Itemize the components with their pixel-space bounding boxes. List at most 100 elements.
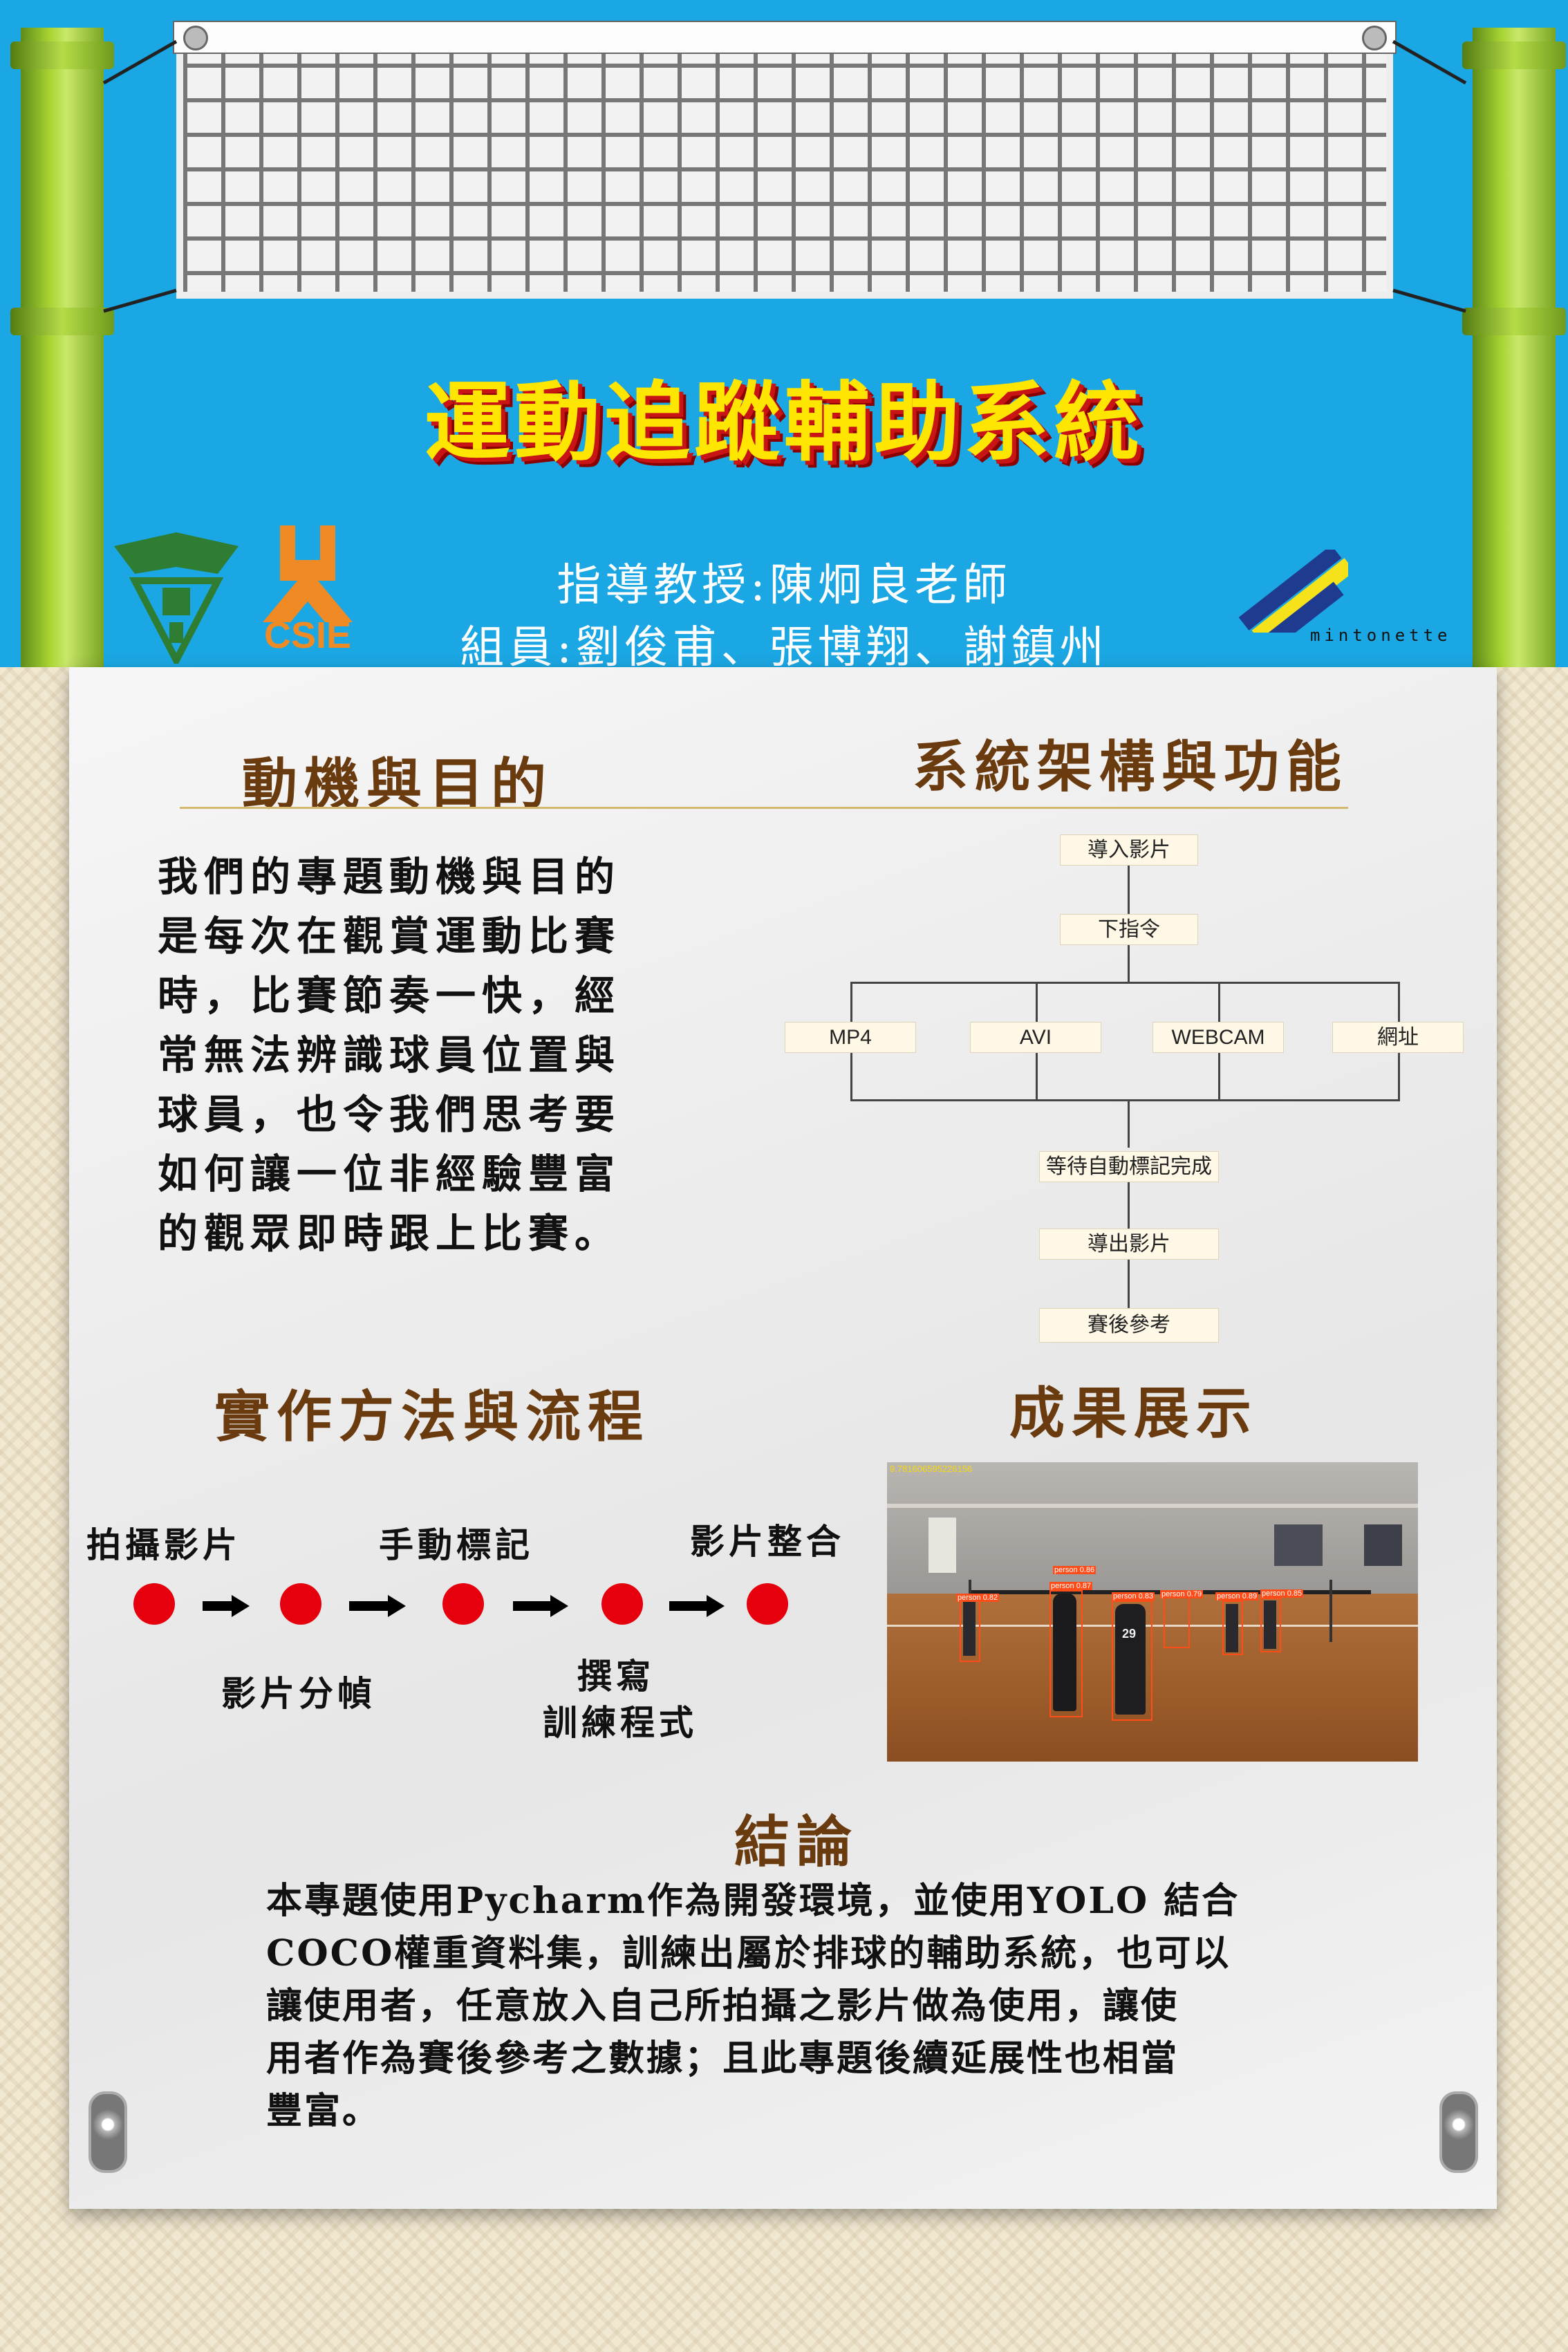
process-step-label: 影片整合 [690,1521,845,1562]
process-arrow [349,1601,389,1611]
flow-box-import: 導入影片 [1060,834,1198,866]
conclusion-line: 用者作為賽後參考之數據；且此專題後續延展性也相當 [266,2037,1179,2080]
flow-connector [1218,1051,1220,1099]
results-heading: 成果展示 [1009,1381,1258,1446]
flow-connector [1128,864,1130,916]
university-emblem-icon [114,532,239,664]
conclusion-body: 本專題使用Pycharm作為開發環境，並使用YOLO 結合 COCO權重資料集，… [266,1875,1331,2138]
advisor-line: 指導教授:陳炯良老師 [557,560,1011,611]
process-step-dot [280,1583,321,1625]
process-step-dot [442,1583,484,1625]
flow-connector [1128,1099,1130,1148]
flow-box-reference: 賽後參考 [1039,1308,1219,1343]
members-line: 組員:劉俊甫、張博翔、謝鎮州 [460,622,1108,673]
detection-result-image: 9.781606595226156 29 person 0.87 person … [887,1462,1418,1762]
detection-label: person 0.83 [1112,1592,1155,1600]
csie-logo-text: CSIE [263,615,352,656]
flow-connector [1218,982,1220,1023]
detection-label: person 0.89 [1215,1592,1259,1600]
motive-line: 常無法辨識球員位置與 [158,1032,622,1079]
pushpin-icon [88,2091,127,2173]
flow-box-export: 導出影片 [1039,1229,1219,1260]
process-step-label: 撰寫 [577,1656,655,1697]
detection-box [1164,1597,1190,1648]
conclusion-heading: 結論 [734,1809,859,1874]
detection-box [960,1600,980,1662]
gym-wall [887,1462,1418,1594]
scoreboard [1364,1524,1402,1566]
net-pole-left [21,28,104,667]
conclusion-line: COCO權重資料集，訓練出屬於排球的輔助系統，也可以 [266,1932,1231,1975]
conclusion-line: 本專題使用Pycharm作為開發環境，並使用YOLO 結合 [266,1880,1240,1922]
player [1226,1604,1238,1652]
flow-connector [1398,982,1400,1023]
volleyball-net [176,22,1393,299]
conclusion-line: 讓使用者，任意放入自己所拍攝之影片做為使用，讓使 [266,1985,1179,2027]
arrow-head-icon [707,1595,725,1617]
process-step-dot [747,1583,788,1625]
pole-ring [1462,308,1566,335]
pole-ring [10,41,114,69]
flow-box-option: AVI [970,1022,1101,1053]
net-top-band [173,21,1397,54]
process-arrow [203,1601,233,1611]
flow-connector [1036,982,1038,1023]
player [1115,1604,1146,1715]
flow-connector [850,982,852,1023]
motive-line: 我們的專題動機與目的 [158,853,622,900]
process-step-dot [601,1583,643,1625]
net-post [1329,1580,1332,1642]
wall-light [887,1504,1418,1508]
arrow-head-icon [232,1595,250,1617]
process-step-label: 手動標記 [379,1524,534,1565]
jersey-number: 29 [1122,1627,1137,1641]
motive-line: 是每次在觀賞運動比賽 [158,913,622,960]
flow-connector [1398,1051,1400,1099]
process-step-label: 拍攝影片 [86,1524,241,1565]
detection-label: person 0.82 [956,1594,1000,1602]
flow-connector [850,982,1400,984]
window [928,1518,956,1573]
flow-box-option: 網址 [1332,1022,1464,1053]
net-grommet [1362,26,1387,50]
motive-line: 如何讓一位非經驗豐富 [158,1150,622,1197]
flow-box-option: WEBCAM [1152,1022,1284,1053]
flow-box-command: 下指令 [1060,914,1198,945]
csie-emblem-icon [263,525,353,622]
motive-heading: 動機與目的 [242,752,553,816]
flow-connector [1128,1179,1130,1231]
detection-box [1112,1600,1152,1721]
motive-line: 的觀眾即時跟上比賽。 [158,1210,622,1257]
flow-box-wait: 等待自動標記完成 [1039,1151,1219,1182]
pole-ring [1462,41,1566,69]
flow-connector [1036,1051,1038,1099]
pushpin-icon [1439,2091,1478,2173]
detection-label: person 0.85 [1260,1589,1304,1598]
flow-connector [1128,942,1130,982]
mintonette-logo-text: mintonette [1310,626,1452,645]
method-heading: 實作方法與流程 [214,1384,650,1449]
architecture-heading: 系統架構與功能 [913,734,1348,799]
flow-connector [850,1099,1400,1101]
process-arrow [513,1601,552,1611]
net-pole-right [1473,28,1556,667]
pole-ring [10,308,114,335]
player [1053,1594,1076,1711]
poster-title: 運動追蹤輔助系統 [424,373,1144,473]
motive-line: 球員，也令我們思考要 [158,1091,622,1138]
process-step-dot [133,1583,175,1625]
detection-label: person 0.87 [1049,1582,1093,1590]
scoreboard [1274,1524,1323,1566]
motive-line: 時，比賽節奏一快，經 [158,972,622,1019]
fps-overlay: 9.781606595226156 [890,1464,973,1474]
detection-box [1222,1600,1243,1655]
mintonette-logo-icon [1238,550,1348,633]
player [1264,1600,1276,1649]
arrow-head-icon [388,1595,406,1617]
player [963,1600,976,1656]
section-divider [180,807,1348,809]
flow-connector [1128,1258,1130,1310]
net-ropes [102,39,1467,313]
process-arrow [669,1601,708,1611]
conclusion-line: 豐富。 [266,2090,381,2132]
